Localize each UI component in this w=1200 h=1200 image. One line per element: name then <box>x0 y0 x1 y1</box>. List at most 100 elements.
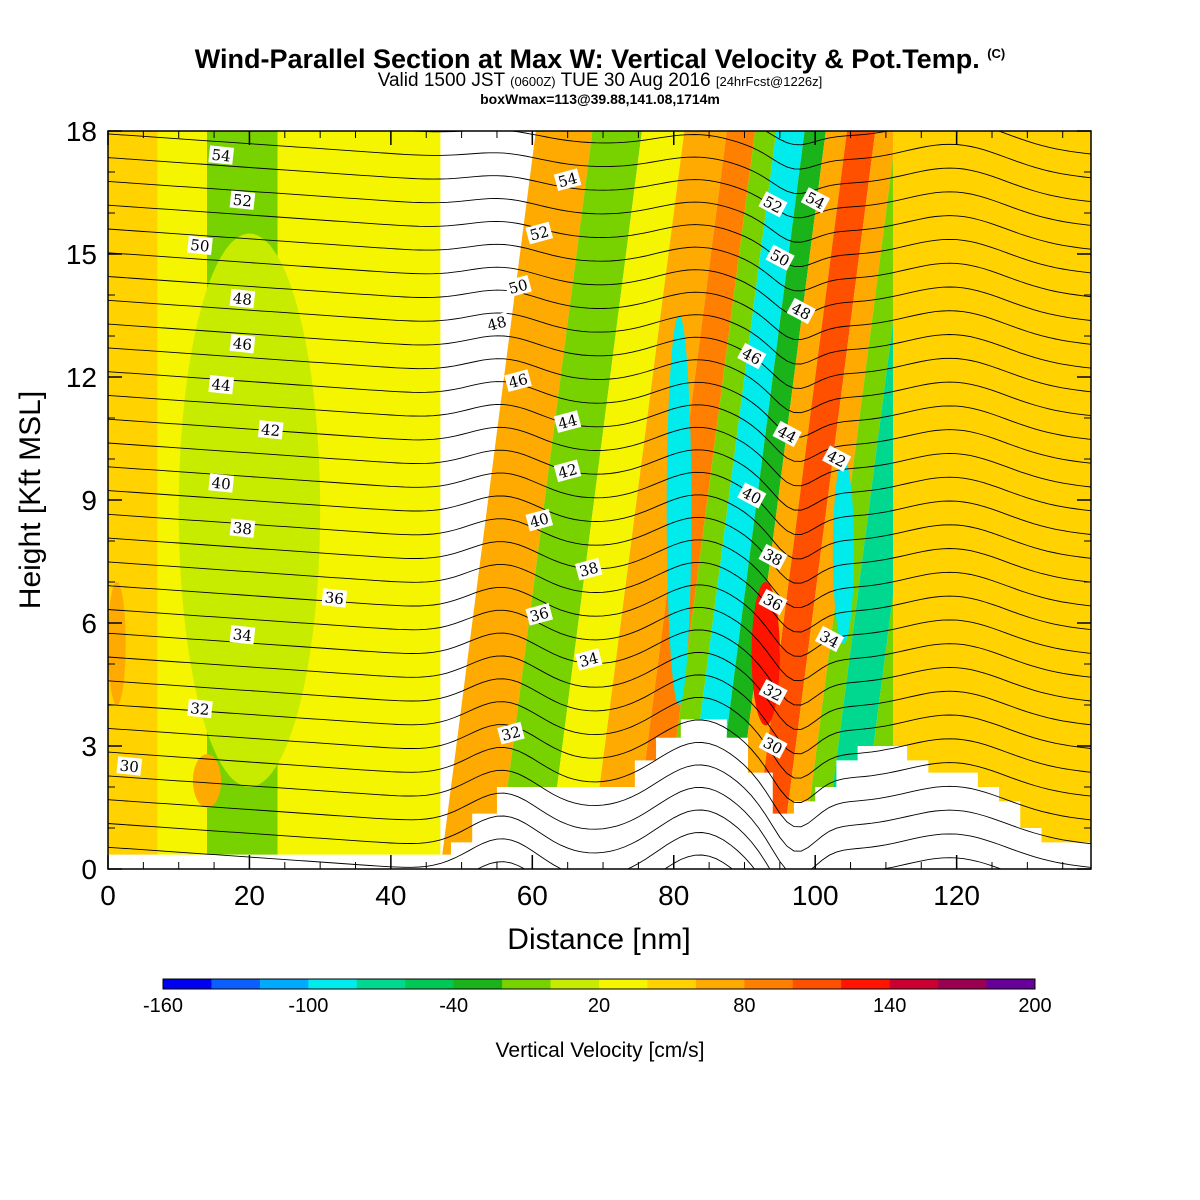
colorbar-label: Vertical Velocity [cm/s] <box>496 1039 705 1062</box>
contour-label-box <box>758 191 788 218</box>
colorbar-swatch <box>550 979 600 989</box>
theta-contour-line <box>108 228 1091 298</box>
contour-label: 44 <box>553 410 582 433</box>
contour-label-box <box>758 543 788 571</box>
contour-label: 32 <box>497 721 525 745</box>
contour-label: 34 <box>229 625 256 645</box>
y-tick-label: 18 <box>66 116 97 147</box>
velocity-band <box>277 131 441 869</box>
theta-contour-line <box>108 299 1091 369</box>
contour-label-box <box>814 625 845 653</box>
theta-contour-line <box>108 513 1091 584</box>
contour-label-box <box>553 410 582 433</box>
contour-label: 48 <box>483 311 511 335</box>
contour-label-box <box>257 420 284 440</box>
contour-label: 44 <box>208 374 235 395</box>
velocity-band <box>631 131 756 869</box>
colorbar-swatch <box>599 979 648 989</box>
colorbar-swatch <box>211 979 261 989</box>
contour-label: 52 <box>229 190 256 211</box>
contour-label-box <box>765 244 795 271</box>
velocity-cell <box>178 233 321 787</box>
chart-title: Wind-Parallel Section at Max W: Vertical… <box>194 44 1006 74</box>
velocity-band <box>991 131 1091 869</box>
theta-contour-line <box>108 584 1091 657</box>
colorbar-swatch <box>647 979 697 989</box>
contour-label-text: 32 <box>189 699 210 719</box>
contour-label-text: 36 <box>324 588 345 608</box>
contour-label-box <box>737 482 767 509</box>
colorbar-swatch <box>986 979 1036 989</box>
contour-label-text: 34 <box>577 649 600 671</box>
colorbar-swatch <box>889 979 939 989</box>
contour-label-box <box>229 333 256 354</box>
contour-label-box <box>525 603 554 626</box>
contour-label-text: 30 <box>119 757 140 777</box>
colorbar-tick-label: -160 <box>143 995 183 1017</box>
y-tick-label: 12 <box>66 362 97 393</box>
contour-label-box <box>229 625 256 645</box>
contour-label: 54 <box>553 168 582 191</box>
theta-contour-line <box>108 674 1091 755</box>
contour-label-text: 44 <box>556 411 579 433</box>
contour-label-box <box>800 187 831 214</box>
y-tick-label: 0 <box>81 854 97 885</box>
contour-label-box <box>321 588 348 608</box>
colorbar-tick-label: -40 <box>439 995 468 1017</box>
contour-label-text: 48 <box>485 313 508 335</box>
velocity-band <box>659 131 777 869</box>
contour-label-box <box>786 297 816 325</box>
colorbar-swatch <box>405 979 455 989</box>
colorbar-swatch <box>938 979 988 989</box>
theta-contour-line <box>108 180 1091 250</box>
contour-label-text: 38 <box>577 559 600 581</box>
contour-label-box <box>497 721 525 745</box>
contour-label-text: 34 <box>232 625 253 645</box>
velocity-band <box>546 131 685 869</box>
colorbar-tick-label: 80 <box>733 995 755 1017</box>
x-tick-label: 40 <box>375 880 406 911</box>
contour-label-box <box>483 311 511 335</box>
theta-contour-line <box>108 394 1091 464</box>
contour-label-box <box>525 221 554 245</box>
x-tick-label: 60 <box>517 880 548 911</box>
contour-label: 40 <box>525 508 554 532</box>
contour-label: 52 <box>525 221 554 245</box>
theta-contour-line <box>108 742 1091 828</box>
contour-label-box <box>574 557 603 581</box>
valid-time: Valid 1500 JST (0600Z) TUE 30 Aug 2016 [… <box>377 70 823 91</box>
contour-label-text: 46 <box>232 334 253 354</box>
theta-contour-line <box>108 442 1091 512</box>
contour-label-text: 50 <box>189 236 210 256</box>
colorbar-swatch <box>356 979 406 989</box>
x-tick-label: 20 <box>234 880 265 911</box>
theta-contour-line <box>108 276 1091 345</box>
velocity-band <box>588 131 727 869</box>
colorbar-swatch <box>841 979 891 989</box>
contour-label-text: 32 <box>500 723 523 745</box>
theta-contour-line <box>108 133 1091 203</box>
contour-label-box <box>229 190 256 210</box>
contour-label-text: 42 <box>260 420 281 440</box>
contour-label-box <box>187 698 213 719</box>
contour-label-box <box>229 288 256 309</box>
contour-label-text: 52 <box>232 191 253 211</box>
contour-label: 40 <box>208 473 235 494</box>
contour-label-text: 54 <box>211 146 232 166</box>
contour-label: 46 <box>504 369 532 392</box>
theta-contour-line <box>108 606 1091 682</box>
contour-label: 36 <box>321 588 348 608</box>
theta-contour-line <box>108 809 1003 869</box>
theta-contour-line <box>108 466 1091 535</box>
x-tick-label: 80 <box>658 880 689 911</box>
contour-label-box <box>229 518 256 538</box>
contour-label-box <box>574 648 603 671</box>
y-tick-label: 3 <box>81 731 97 762</box>
colorbar-swatch <box>259 979 309 989</box>
theta-contour-line <box>108 696 1091 779</box>
contour-label-box <box>504 369 532 392</box>
colorbar-tick-label: 20 <box>588 995 610 1017</box>
contour-label-box <box>772 420 802 448</box>
